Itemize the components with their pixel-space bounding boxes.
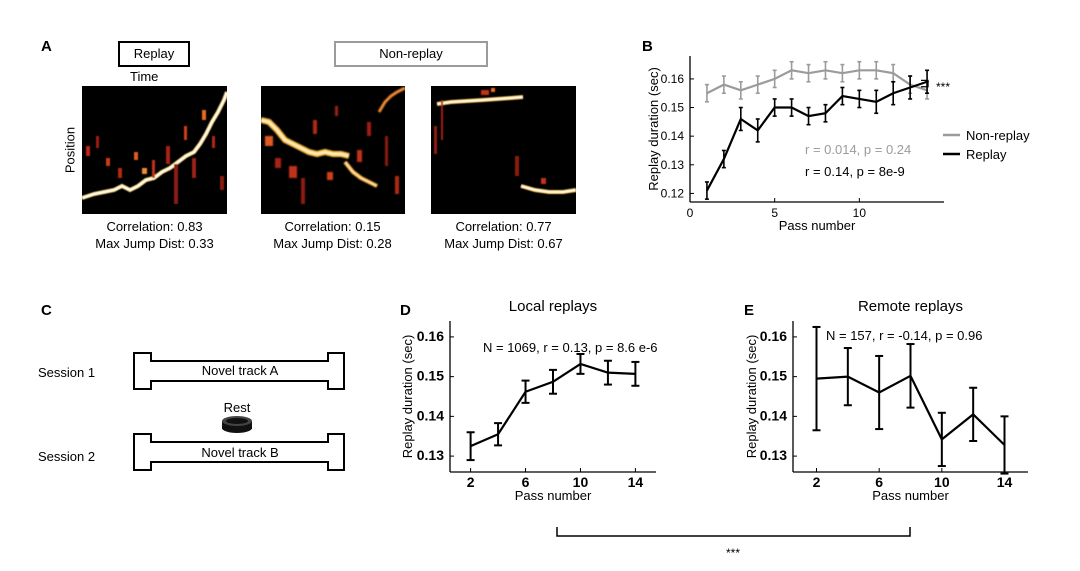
y-tick-label: 0.14 xyxy=(661,129,685,143)
x-tick-label: 2 xyxy=(467,474,475,490)
panel-label-d: D xyxy=(400,302,411,319)
stats-annotation: N = 1069, r = 0.13, p = 8.6 e-6 xyxy=(483,340,658,355)
caption-nonreplay-1: Correlation: 0.15 Max Jump Dist: 0.28 xyxy=(250,218,415,252)
y-tick-label: 0.15 xyxy=(760,368,787,384)
track-b-shape xyxy=(133,433,345,471)
chart-title: Remote replays xyxy=(858,298,963,315)
x-tick-label: 6 xyxy=(522,474,530,490)
rest-label: Rest xyxy=(224,400,251,415)
time-axis-label: Time xyxy=(130,69,159,84)
series-line xyxy=(705,80,928,192)
panel-label-a: A xyxy=(41,38,52,55)
chart-title: Local replays xyxy=(509,298,597,315)
x-axis-label: Pass number xyxy=(515,488,592,503)
track-diagram: Novel track A Session 1 Rest Novel track… xyxy=(38,352,345,471)
jump-text: Max Jump Dist: 0.67 xyxy=(444,236,563,251)
x-tick-label: 10 xyxy=(853,206,867,220)
replay-box-label: Replay xyxy=(118,41,190,67)
x-tick-label: 2 xyxy=(813,474,821,490)
x-tick-label: 14 xyxy=(628,474,644,490)
y-axis-label: Replay duration (sec) xyxy=(400,335,415,459)
replay-stats: r = 0.14, p = 8e-9 xyxy=(805,164,905,179)
y-axis-label: Replay duration (sec) xyxy=(646,67,661,191)
chart-e: 0.13 0.14 0.15 0.16 2 6 10 14 Pass number Replay … xyxy=(744,298,1028,503)
x-tick-label: 6 xyxy=(875,474,883,490)
y-tick-label: 0.13 xyxy=(661,158,685,172)
x-axis-label: Pass number xyxy=(779,218,856,233)
session-1-label: Session 1 xyxy=(38,365,95,380)
caption-nonreplay-2: Correlation: 0.77 Max Jump Dist: 0.67 xyxy=(421,218,586,252)
y-tick-label: 0.16 xyxy=(661,72,685,86)
chart-d: 0.13 0.14 0.15 0.16 2 6 10 14 Pass number Replay … xyxy=(400,298,658,503)
y-axis-label: Replay duration (sec) xyxy=(744,335,759,459)
legend-label-replay: Replay xyxy=(966,147,1007,162)
jump-text: Max Jump Dist: 0.33 xyxy=(95,236,214,251)
y-tick-label: 0.16 xyxy=(417,328,444,344)
x-tick-label: 5 xyxy=(771,206,778,220)
significance-bracket-b xyxy=(921,79,929,88)
nonreplay-box-label: Non-replay xyxy=(334,41,488,67)
y-tick-label: 0.15 xyxy=(417,368,444,384)
rest-pot-icon xyxy=(222,416,252,433)
y-tick-label: 0.12 xyxy=(661,186,685,200)
track-a-label: Novel track A xyxy=(202,363,279,378)
heatmap-nonreplay-1 xyxy=(261,86,405,214)
nonreplay-stats: r = 0.014, p = 0.24 xyxy=(805,142,911,157)
y-tick-label: 0.13 xyxy=(417,447,444,463)
jump-text: Max Jump Dist: 0.28 xyxy=(273,236,392,251)
y-tick-label: 0.15 xyxy=(661,101,685,115)
panel-label-b: B xyxy=(642,38,653,55)
track-a-shape xyxy=(133,352,345,390)
x-tick-label: 10 xyxy=(934,474,950,490)
y-tick-label: 0.13 xyxy=(760,447,787,463)
significance-bracket: *** xyxy=(556,527,911,560)
x-tick-label: 0 xyxy=(687,206,694,220)
panel-label-c: C xyxy=(41,302,52,319)
x-axis-label: Pass number xyxy=(872,488,949,503)
correlation-text: Correlation: 0.77 xyxy=(455,219,552,234)
heatmap-replay xyxy=(82,86,227,214)
heatmap-nonreplay-2 xyxy=(431,86,576,214)
legend-label-nonreplay: Non-replay xyxy=(966,128,1030,143)
track-b-label: Novel track B xyxy=(201,445,278,460)
stats-annotation: N = 157, r = -0.14, p = 0.96 xyxy=(826,328,982,343)
y-tick-label: 0.14 xyxy=(417,407,444,423)
session-2-label: Session 2 xyxy=(38,449,95,464)
significance-stars: *** xyxy=(936,80,950,94)
y-tick-label: 0.16 xyxy=(760,328,787,344)
panel-label-e: E xyxy=(744,302,755,319)
y-tick-label: 0.14 xyxy=(760,407,787,423)
significance-stars: *** xyxy=(726,546,740,560)
x-tick-label: 10 xyxy=(573,474,589,490)
correlation-text: Correlation: 0.83 xyxy=(106,219,203,234)
series-line xyxy=(706,69,928,95)
x-tick-label: 14 xyxy=(997,474,1013,490)
correlation-text: Correlation: 0.15 xyxy=(284,219,381,234)
position-axis-label: Position xyxy=(62,126,78,174)
caption-replay: Correlation: 0.83 Max Jump Dist: 0.33 xyxy=(72,218,237,252)
